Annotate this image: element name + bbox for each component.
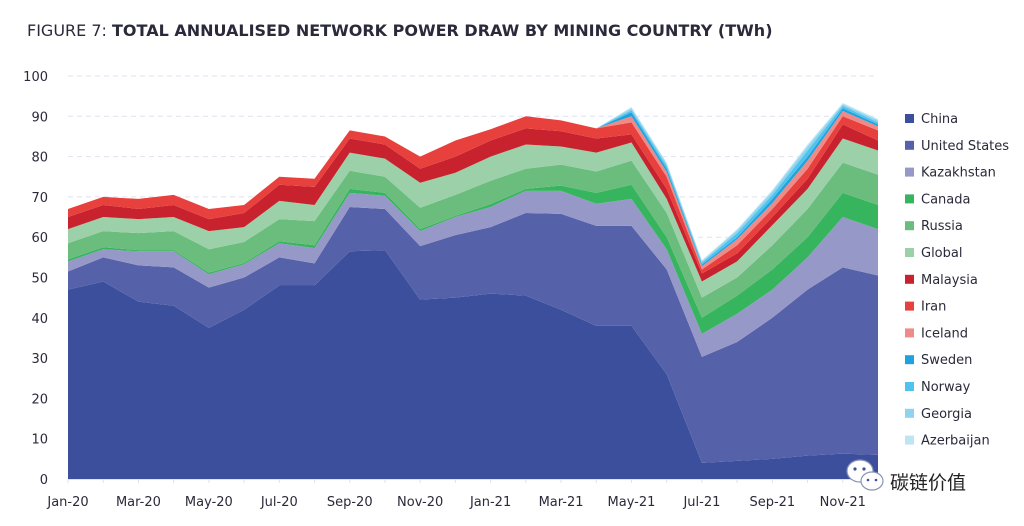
legend-item: Russia (905, 219, 963, 234)
wechat-icon (846, 459, 884, 491)
legend-label: Iran (921, 300, 946, 315)
legend-swatch (905, 221, 914, 231)
legend-swatch (905, 248, 914, 257)
x-tick-label: May-20 (185, 495, 233, 510)
legend-item: Canada (905, 192, 970, 207)
legend-swatch (905, 114, 914, 123)
x-tick-label: May-21 (608, 495, 656, 510)
legend-label: Global (921, 246, 962, 261)
legend-item: Global (905, 246, 962, 261)
x-tick-label: Nov-20 (397, 495, 443, 510)
legend-item: Azerbaijan (905, 434, 990, 449)
watermark: 碳链价值 (846, 459, 966, 494)
area-russia (68, 160, 878, 318)
area-iran (68, 116, 878, 274)
watermark-text: 碳链价值 (890, 472, 966, 494)
y-axis: 0 10 20 30 40 50 60 70 80 90 100 (23, 70, 48, 488)
figure-label: FIGURE 7: (27, 21, 112, 40)
x-tick-label: Nov-21 (820, 495, 866, 510)
legend-swatch (905, 328, 914, 338)
area-united-states (68, 206, 878, 463)
legend-label: Sweden (921, 353, 972, 368)
x-tick-label: Jan-20 (46, 495, 88, 510)
legend-item: United States (905, 139, 1009, 154)
legend-label: Kazakhstan (921, 166, 996, 181)
y-tick-label: 100 (23, 70, 48, 85)
legend-swatch (905, 140, 914, 150)
y-tick-label: 60 (31, 231, 48, 246)
legend-swatch (905, 194, 914, 204)
legend-label: Azerbaijan (921, 434, 990, 449)
chart-title: FIGURE 7: TOTAL ANNUALISED NETWORK POWER… (27, 21, 773, 40)
y-tick-label: 0 (40, 473, 48, 488)
legend-item: Norway (905, 380, 971, 395)
legend-swatch (905, 301, 914, 311)
legend-swatch (905, 382, 914, 391)
legend-label: Iceland (921, 326, 968, 341)
x-tick-label: Jan-21 (469, 495, 511, 510)
legend-item: Kazakhstan (905, 166, 996, 181)
legend: China United States Kazakhstan Canada Russia… (905, 112, 1009, 449)
legend-item: Sweden (905, 353, 972, 368)
legend-item: Georgia (905, 407, 972, 422)
legend-label: United States (921, 139, 1009, 154)
legend-label: Canada (921, 192, 970, 207)
legend-label: China (921, 112, 958, 127)
area-malaysia (68, 124, 878, 282)
y-tick-label: 70 (31, 191, 48, 206)
y-tick-label: 20 (31, 392, 48, 407)
legend-swatch (905, 408, 914, 418)
legend-item: Iran (905, 300, 946, 315)
y-tick-label: 40 (31, 312, 48, 327)
x-axis: Jan-20 Mar-20 May-20 Jul-20 Sep-20 Nov-20 Jan-… (46, 479, 879, 510)
legend-swatch (905, 435, 914, 445)
legend-label: Malaysia (921, 273, 978, 288)
x-tick-label: Jul-21 (682, 495, 720, 510)
area-china (68, 250, 878, 479)
legend-label: Norway (921, 380, 971, 395)
y-tick-label: 90 (31, 110, 48, 125)
legend-swatch (905, 274, 914, 284)
areas (68, 103, 878, 479)
x-tick-label: Sep-20 (327, 495, 373, 510)
title-text: TOTAL ANNUALISED NETWORK POWER DRAW BY M… (112, 21, 773, 40)
legend-item: Malaysia (905, 273, 978, 288)
legend-swatch (905, 355, 914, 365)
y-tick-label: 50 (31, 272, 48, 287)
y-tick-label: 10 (31, 433, 48, 448)
legend-item: China (905, 112, 958, 127)
area-kazakhstan (68, 190, 878, 357)
legend-label: Georgia (921, 407, 972, 422)
legend-swatch (905, 167, 914, 177)
y-tick-label: 30 (31, 352, 48, 367)
x-tick-label: Mar-20 (116, 495, 161, 510)
y-tick-label: 80 (31, 151, 48, 166)
area-global (68, 138, 878, 298)
legend-item: Iceland (905, 326, 968, 341)
x-tick-label: Jul-20 (260, 495, 298, 510)
x-tick-label: Mar-21 (539, 495, 584, 510)
x-tick-label: Sep-21 (749, 495, 795, 510)
legend-label: Russia (921, 219, 963, 234)
